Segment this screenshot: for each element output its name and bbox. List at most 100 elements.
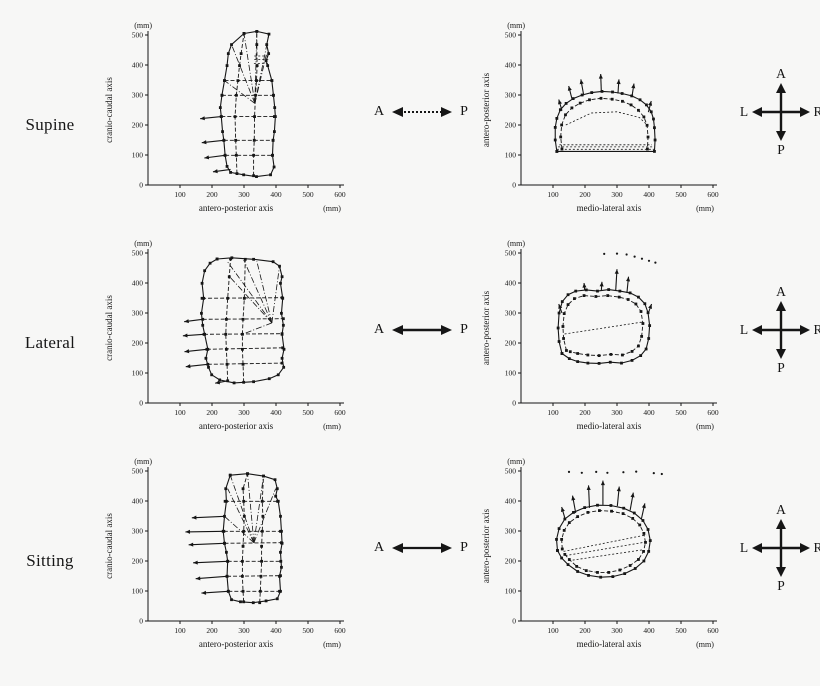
svg-text:(mm): (mm) [507, 21, 525, 30]
svg-text:300: 300 [238, 190, 250, 199]
posterior-label: P [777, 578, 785, 593]
svg-text:medio-lateral axis: medio-lateral axis [577, 203, 642, 213]
svg-text:0: 0 [139, 617, 143, 626]
svg-text:200: 200 [132, 121, 144, 130]
ap-legend-lateral: A P [365, 322, 477, 338]
chart-sitting-sagittal: 0 100 200 300 400 500 100 200 300 400 500 600 (mm) an… [100, 455, 365, 667]
svg-text:400: 400 [270, 626, 282, 635]
posterior-label: P [460, 540, 468, 555]
left-label: L [739, 540, 749, 555]
svg-text:200: 200 [579, 190, 591, 199]
svg-text:100: 100 [547, 626, 559, 635]
svg-text:(mm): (mm) [696, 422, 714, 431]
svg-text:300: 300 [505, 309, 517, 318]
svg-text:500: 500 [132, 249, 144, 258]
svg-text:600: 600 [707, 190, 719, 199]
svg-text:400: 400 [505, 61, 517, 70]
ap-legend-sitting: A P [365, 540, 477, 556]
svg-text:(mm): (mm) [507, 457, 525, 466]
supine-sagittal-plot: 0 100 200 300 400 500 100 200 300 400 500 600 (mm) an… [104, 21, 346, 213]
svg-text:400: 400 [270, 190, 282, 199]
svg-text:(mm): (mm) [507, 239, 525, 248]
svg-text:100: 100 [132, 369, 144, 378]
chart-supine-sagittal: 0 100 200 300 400 500 100 200 300 400 500 600 (mm) an… [100, 19, 365, 231]
left-label: L [739, 322, 749, 337]
svg-text:antero-posterior axis: antero-posterior axis [199, 421, 274, 431]
svg-text:500: 500 [505, 467, 517, 476]
svg-text:antero-posterior axis: antero-posterior axis [199, 203, 274, 213]
posterior-label: P [460, 104, 468, 119]
anterior-label: A [374, 104, 385, 119]
svg-text:(mm): (mm) [323, 422, 341, 431]
anterior-label: A [776, 66, 786, 81]
cross-legend-supine: A L R P [722, 65, 820, 159]
anterior-label: A [776, 502, 786, 517]
svg-text:600: 600 [334, 408, 346, 417]
svg-text:500: 500 [675, 408, 687, 417]
svg-text:500: 500 [675, 626, 687, 635]
svg-text:300: 300 [505, 527, 517, 536]
svg-text:100: 100 [505, 151, 517, 160]
svg-text:100: 100 [174, 626, 186, 635]
chart-sitting-transverse: 0 100 200 300 400 500 100 200 300 400 500 600 (mm) me… [477, 455, 722, 667]
svg-text:500: 500 [505, 249, 517, 258]
svg-text:0: 0 [139, 399, 143, 408]
svg-text:400: 400 [505, 497, 517, 506]
svg-text:(mm): (mm) [134, 21, 152, 30]
svg-text:400: 400 [132, 61, 144, 70]
svg-text:300: 300 [132, 91, 144, 100]
row-label-supine: Supine [25, 115, 75, 134]
svg-text:400: 400 [132, 497, 144, 506]
anterior-label: A [374, 322, 385, 337]
svg-text:100: 100 [505, 369, 517, 378]
svg-text:200: 200 [505, 121, 517, 130]
chart-lateral-transverse: 0 100 200 300 400 500 100 200 300 400 500 600 (mm) me… [477, 237, 722, 449]
svg-text:(mm): (mm) [323, 204, 341, 213]
svg-text:100: 100 [132, 587, 144, 596]
svg-text:600: 600 [334, 626, 346, 635]
svg-text:400: 400 [643, 626, 655, 635]
chart-lateral-sagittal: 0 100 200 300 400 500 100 200 300 400 500 600 (mm) an… [100, 237, 365, 449]
cross-arrow-icon [752, 83, 810, 141]
cross-arrow-icon [752, 301, 810, 359]
svg-text:300: 300 [132, 309, 144, 318]
svg-text:200: 200 [206, 626, 218, 635]
svg-text:200: 200 [206, 408, 218, 417]
posterior-label: P [777, 360, 785, 375]
svg-text:300: 300 [505, 91, 517, 100]
posterior-label: P [460, 322, 468, 337]
svg-text:0: 0 [512, 617, 516, 626]
cross-legend-lateral: A L R P [722, 283, 820, 377]
svg-text:300: 300 [611, 626, 623, 635]
svg-text:0: 0 [139, 181, 143, 190]
svg-text:500: 500 [302, 626, 314, 635]
svg-text:cranio-caudal axis: cranio-caudal axis [104, 513, 114, 579]
row-label-sitting: Sitting [26, 551, 74, 570]
svg-text:100: 100 [505, 587, 517, 596]
svg-text:(mm): (mm) [134, 239, 152, 248]
svg-text:300: 300 [238, 408, 250, 417]
svg-text:0: 0 [512, 181, 516, 190]
svg-text:0: 0 [512, 399, 516, 408]
svg-text:200: 200 [505, 557, 517, 566]
svg-text:medio-lateral axis: medio-lateral axis [577, 421, 642, 431]
double-arrow-icon [392, 107, 453, 117]
row-sitting: Sitting 0 100 200 300 400 500 100 200 300 400 500 6… [0, 452, 820, 670]
double-arrow-icon [392, 543, 453, 553]
svg-text:600: 600 [707, 626, 719, 635]
left-label: L [739, 104, 749, 119]
sitting-transverse-plot: 0 100 200 300 400 500 100 200 300 400 500 600 (mm) me… [481, 457, 719, 649]
anterior-label: A [374, 540, 385, 555]
chart-supine-transverse: 0 100 200 300 400 500 100 200 300 400 500 600 (mm) me… [477, 19, 722, 231]
right-label: R [813, 104, 820, 119]
svg-text:500: 500 [675, 190, 687, 199]
svg-text:200: 200 [132, 339, 144, 348]
cross-arrow-icon [752, 519, 810, 577]
sitting-sagittal-plot: 0 100 200 300 400 500 100 200 300 400 500 600 (mm) an… [104, 457, 346, 649]
svg-text:cranio-caudal axis: cranio-caudal axis [104, 295, 114, 361]
row-label-lateral: Lateral [24, 333, 76, 352]
cross-legend-sitting: A L R P [722, 501, 820, 595]
svg-text:500: 500 [302, 190, 314, 199]
svg-text:300: 300 [611, 190, 623, 199]
